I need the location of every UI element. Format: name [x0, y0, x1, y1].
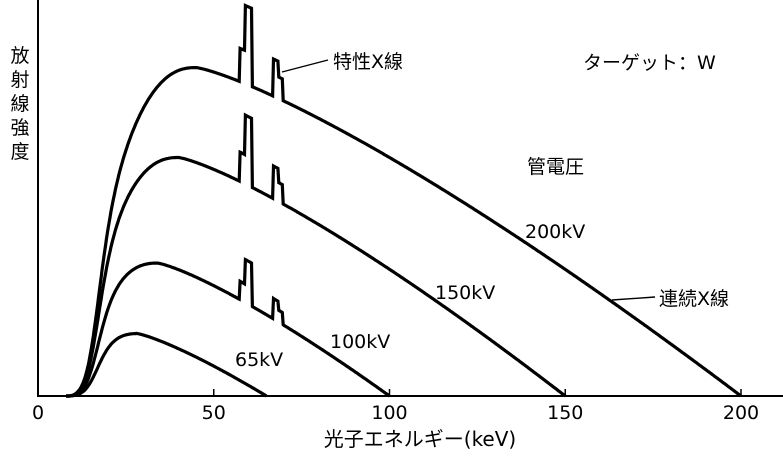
series-label-65kv: 65kV — [235, 349, 283, 371]
x-tick-label: 0 — [32, 402, 44, 424]
series-label-100kv: 100kV — [330, 331, 390, 353]
x-tick-label: 200 — [723, 402, 759, 424]
series-label-150kv: 150kV — [435, 282, 495, 304]
x-axis-label: 光子エネルギー(keV) — [324, 427, 516, 451]
spectrum-curve-100kv — [66, 257, 391, 398]
characteristic-xray-label: 特性X線 — [333, 51, 403, 73]
series-label-200kv: 200kV — [525, 221, 585, 243]
target-label: ターゲット：W — [583, 52, 716, 74]
y-axis-label: 放射線強度 — [10, 45, 29, 163]
continuous-xray-label: 連続X線 — [659, 288, 729, 310]
characteristic-leader-line — [281, 59, 329, 73]
x-tick-label: 150 — [547, 402, 583, 424]
continuous-leader-line — [611, 296, 656, 301]
spectrum-curve-65kv — [66, 331, 268, 398]
x-tick-label: 50 — [202, 402, 226, 424]
spectrum-curve-200kv — [66, 3, 742, 398]
x-tick-label: 100 — [371, 402, 407, 424]
tube-voltage-label: 管電圧 — [527, 156, 584, 178]
spectrum-curve-150kv — [66, 112, 567, 398]
